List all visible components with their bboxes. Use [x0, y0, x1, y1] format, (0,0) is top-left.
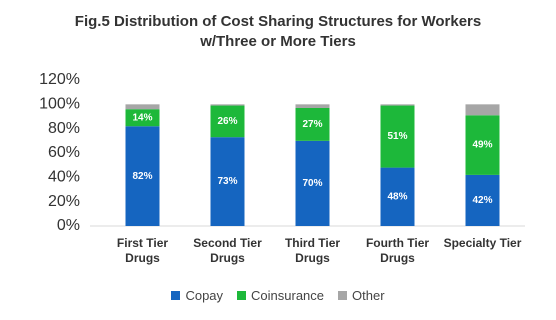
x-tick-label: First Tier Drugs — [116, 236, 169, 265]
y-tick-label: 120% — [39, 71, 80, 88]
y-tick-label: 0% — [57, 217, 80, 234]
data-label: 73% — [217, 176, 237, 187]
bar-segment — [380, 104, 415, 106]
x-tick-label: Fourth Tier Drugs — [365, 236, 430, 265]
bar-segment — [210, 137, 245, 226]
legend-swatch — [237, 291, 247, 300]
legend-item: Other — [338, 288, 385, 303]
legend: Copay Coinsurance Other — [0, 288, 556, 303]
data-label: 51% — [387, 131, 407, 142]
bar-segment — [465, 115, 500, 175]
chart-title: Fig.5 Distribution of Cost Sharing Struc… — [74, 13, 482, 50]
x-tick-label: Third Tier Drugs — [284, 236, 341, 265]
bar-segment — [125, 109, 160, 127]
data-label: 70% — [302, 178, 322, 189]
legend-label: Coinsurance — [251, 288, 325, 303]
data-label: 14% — [132, 112, 152, 123]
bar-segment — [465, 174, 500, 226]
bar-segment — [295, 107, 330, 141]
bar-segment — [295, 140, 330, 226]
legend-item: Copay — [171, 288, 223, 303]
data-label: 26% — [217, 116, 237, 127]
bar-segment — [380, 167, 415, 226]
data-label: 27% — [302, 119, 322, 130]
legend-swatch — [171, 291, 181, 300]
y-tick-label: 40% — [48, 169, 80, 186]
legend-label: Copay — [185, 288, 224, 303]
y-tick-label: 80% — [48, 120, 80, 137]
x-tick-label: Second Tier Drugs — [193, 236, 262, 265]
y-tick-label: 60% — [48, 144, 80, 161]
bar-segment — [125, 104, 160, 110]
y-tick-label: 100% — [39, 96, 80, 113]
bar-segment — [125, 126, 160, 226]
x-tick-label: Specialty Tier — [443, 236, 522, 250]
data-label: 82% — [132, 171, 152, 182]
bar-segment — [380, 105, 415, 168]
data-label: 49% — [472, 140, 492, 151]
legend-item: Coinsurance — [237, 288, 324, 303]
data-label: 42% — [472, 195, 492, 206]
bar-segment — [465, 104, 500, 116]
bar-segment — [295, 104, 330, 108]
bar-segment — [210, 104, 245, 106]
legend-swatch — [338, 291, 348, 300]
y-tick-label: 20% — [48, 193, 80, 210]
legend-label: Other — [352, 288, 385, 303]
bar-segment — [210, 105, 245, 138]
data-label: 48% — [387, 191, 407, 202]
